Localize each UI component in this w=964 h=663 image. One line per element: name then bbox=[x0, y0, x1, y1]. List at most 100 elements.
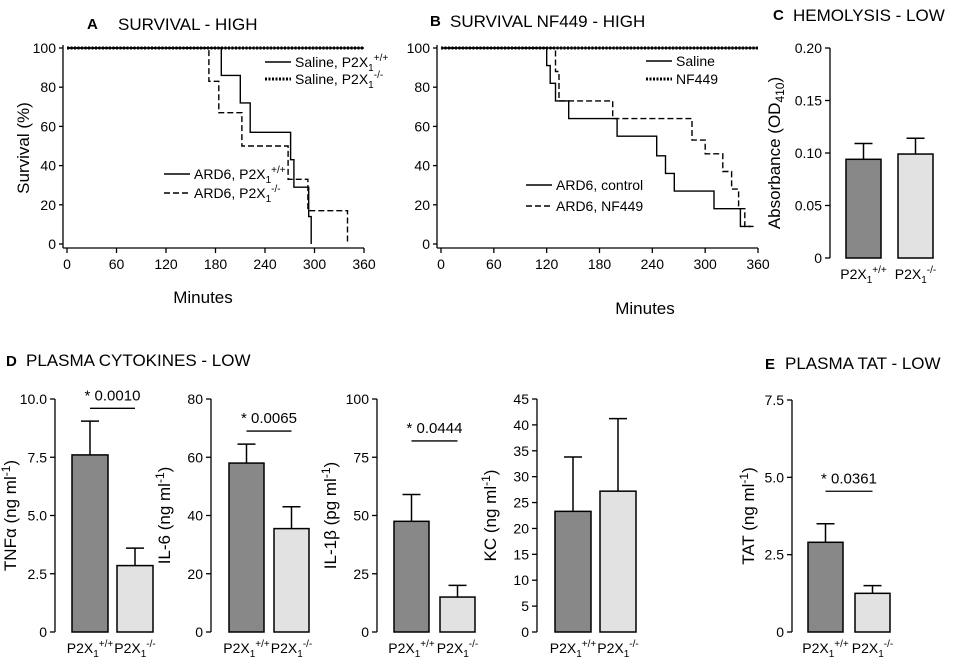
y-tick-label: 35 bbox=[513, 443, 529, 459]
y-tick-label: 0.20 bbox=[795, 40, 822, 56]
y-tick-label: 0 bbox=[776, 624, 784, 640]
x-axis-label: Minutes bbox=[173, 288, 233, 307]
y-tick-label: 10.0 bbox=[20, 391, 47, 407]
bar-1 bbox=[807, 541, 844, 633]
y-tick-label: 7.5 bbox=[28, 449, 48, 465]
legend-label-3: ARD6, P2X1+/+ bbox=[194, 165, 286, 186]
x-tick-label: 60 bbox=[486, 256, 502, 272]
category-label-1: P2X1+/+ bbox=[802, 639, 849, 660]
x-tick-label: 300 bbox=[693, 256, 717, 272]
y-tick-label: 75 bbox=[353, 449, 369, 465]
y-axis-label: TAT (ng ml-1) bbox=[737, 467, 758, 565]
y-tick-label: 45 bbox=[513, 391, 529, 407]
y-axis-label: Survival (%) bbox=[14, 102, 33, 194]
y-tick-label: 10 bbox=[513, 572, 529, 588]
y-tick-label: 0 bbox=[361, 624, 369, 640]
y-tick-label: 0 bbox=[195, 624, 203, 640]
legend-label-4: ARD6, P2X1-/- bbox=[194, 184, 281, 205]
category-label-1: P2X1+/+ bbox=[67, 639, 114, 660]
x-tick-label: 120 bbox=[154, 256, 178, 272]
y-axis-label: TNFα (ng ml-1) bbox=[0, 460, 20, 571]
y-tick-label: 2.5 bbox=[765, 547, 785, 563]
y-tick-label: 80 bbox=[414, 79, 430, 95]
significance-label: * 0.0444 bbox=[407, 420, 463, 437]
y-tick-label: 80 bbox=[187, 391, 203, 407]
y-tick-label: 0.15 bbox=[795, 93, 822, 109]
y-tick-label: 20 bbox=[513, 520, 529, 536]
legend-label-1: Saline bbox=[676, 53, 715, 69]
category-label-2: P2X1-/- bbox=[271, 639, 312, 660]
significance-label: * 0.0065 bbox=[241, 410, 297, 427]
series-line-3 bbox=[67, 47, 312, 244]
bar-2 bbox=[273, 527, 310, 633]
y-tick-label: 20 bbox=[414, 197, 430, 213]
y-tick-label: 30 bbox=[513, 469, 529, 485]
category-label-2: P2X1-/- bbox=[597, 639, 638, 660]
bar-2 bbox=[599, 490, 637, 633]
y-axis-label: KC (ng ml-1) bbox=[479, 470, 500, 562]
bar-1 bbox=[71, 454, 109, 633]
panel-a: A SURVIVAL - HIGH 0 20 40 60 80 100 0 60 120 180 240… bbox=[14, 15, 388, 307]
significance-label: * 0.0010 bbox=[85, 387, 141, 404]
category-label-2: P2X1-/- bbox=[895, 265, 936, 286]
y-tick-label: 25 bbox=[513, 495, 529, 511]
panel-letter: B bbox=[430, 13, 441, 30]
bar-1 bbox=[845, 158, 882, 259]
panel-e: E PLASMA TAT - LOW 0 2.5 5.0 7.5 P2X1+/+ P2X1-/… bbox=[737, 354, 941, 660]
panel-title: SURVIVAL NF449 - HIGH bbox=[450, 12, 645, 31]
bar-1 bbox=[393, 520, 430, 633]
category-label-1: P2X1+/+ bbox=[550, 639, 597, 660]
y-tick-label: 100 bbox=[407, 40, 431, 56]
y-axis-label: Absorbance (OD410) bbox=[765, 77, 787, 229]
y-tick-label: 40 bbox=[414, 158, 430, 174]
y-tick-label: 5.0 bbox=[28, 508, 48, 524]
x-tick-label: 180 bbox=[204, 256, 228, 272]
panel-letter: C bbox=[773, 7, 784, 24]
category-label-2: P2X1-/- bbox=[114, 639, 155, 660]
significance-label: * 0.0361 bbox=[821, 470, 877, 487]
y-tick-label: 7.5 bbox=[765, 392, 785, 408]
legend-label-2: NF449 bbox=[676, 71, 718, 87]
panel-b: B SURVIVAL NF449 - HIGH 0 20 40 60 80 100 0 60 120… bbox=[407, 12, 770, 318]
y-tick-label: 60 bbox=[414, 118, 430, 134]
panel-d1: D PLASMA CYTOKINES - LOW 0 2.5 5.0 7.5 10.0 P2X… bbox=[0, 351, 251, 660]
y-tick-label: 50 bbox=[353, 508, 369, 524]
bar-2 bbox=[897, 153, 934, 259]
y-tick-label: 0 bbox=[814, 250, 822, 266]
panel-title: HEMOLYSIS - LOW bbox=[793, 6, 945, 25]
y-tick-label: 25 bbox=[353, 566, 369, 582]
y-tick-label: 100 bbox=[346, 391, 370, 407]
y-tick-label: 40 bbox=[513, 417, 529, 433]
panel-letter: E bbox=[765, 356, 775, 373]
x-tick-label: 240 bbox=[641, 256, 665, 272]
panel-title: SURVIVAL - HIGH bbox=[118, 15, 258, 34]
x-axis-label: Minutes bbox=[615, 299, 675, 318]
x-tick-label: 180 bbox=[588, 256, 612, 272]
y-tick-label: 0 bbox=[48, 236, 56, 252]
legend-label-2: Saline, P2X1-/- bbox=[295, 70, 383, 91]
series-line-4 bbox=[67, 47, 349, 244]
panel-letter: A bbox=[87, 16, 98, 33]
y-axis-label: IL-6 (ng ml-1) bbox=[153, 467, 174, 565]
y-tick-label: 0 bbox=[39, 624, 47, 640]
y-tick-label: 0.05 bbox=[795, 198, 822, 214]
bar-1 bbox=[554, 510, 592, 633]
y-tick-label: 15 bbox=[513, 546, 529, 562]
x-tick-label: 60 bbox=[109, 256, 125, 272]
y-tick-label: 60 bbox=[187, 449, 203, 465]
panel-title: PLASMA CYTOKINES - LOW bbox=[26, 351, 251, 370]
y-tick-label: 80 bbox=[40, 79, 56, 95]
x-tick-label: 360 bbox=[746, 256, 770, 272]
category-label-1: P2X1+/+ bbox=[388, 639, 435, 660]
panel-c: C HEMOLYSIS - LOW 0 0.05 0.10 0.15 0.20 P2X1+/+… bbox=[765, 6, 945, 286]
y-tick-label: 40 bbox=[187, 508, 203, 524]
legend-label-4: ARD6, NF449 bbox=[556, 198, 643, 214]
x-tick-label: 0 bbox=[437, 256, 445, 272]
category-label-1: P2X1+/+ bbox=[840, 265, 887, 286]
y-tick-label: 0.10 bbox=[795, 145, 822, 161]
panel-title: PLASMA TAT - LOW bbox=[785, 354, 941, 373]
x-tick-label: 360 bbox=[352, 256, 376, 272]
x-tick-label: 120 bbox=[535, 256, 559, 272]
panel-letter: D bbox=[6, 353, 17, 370]
